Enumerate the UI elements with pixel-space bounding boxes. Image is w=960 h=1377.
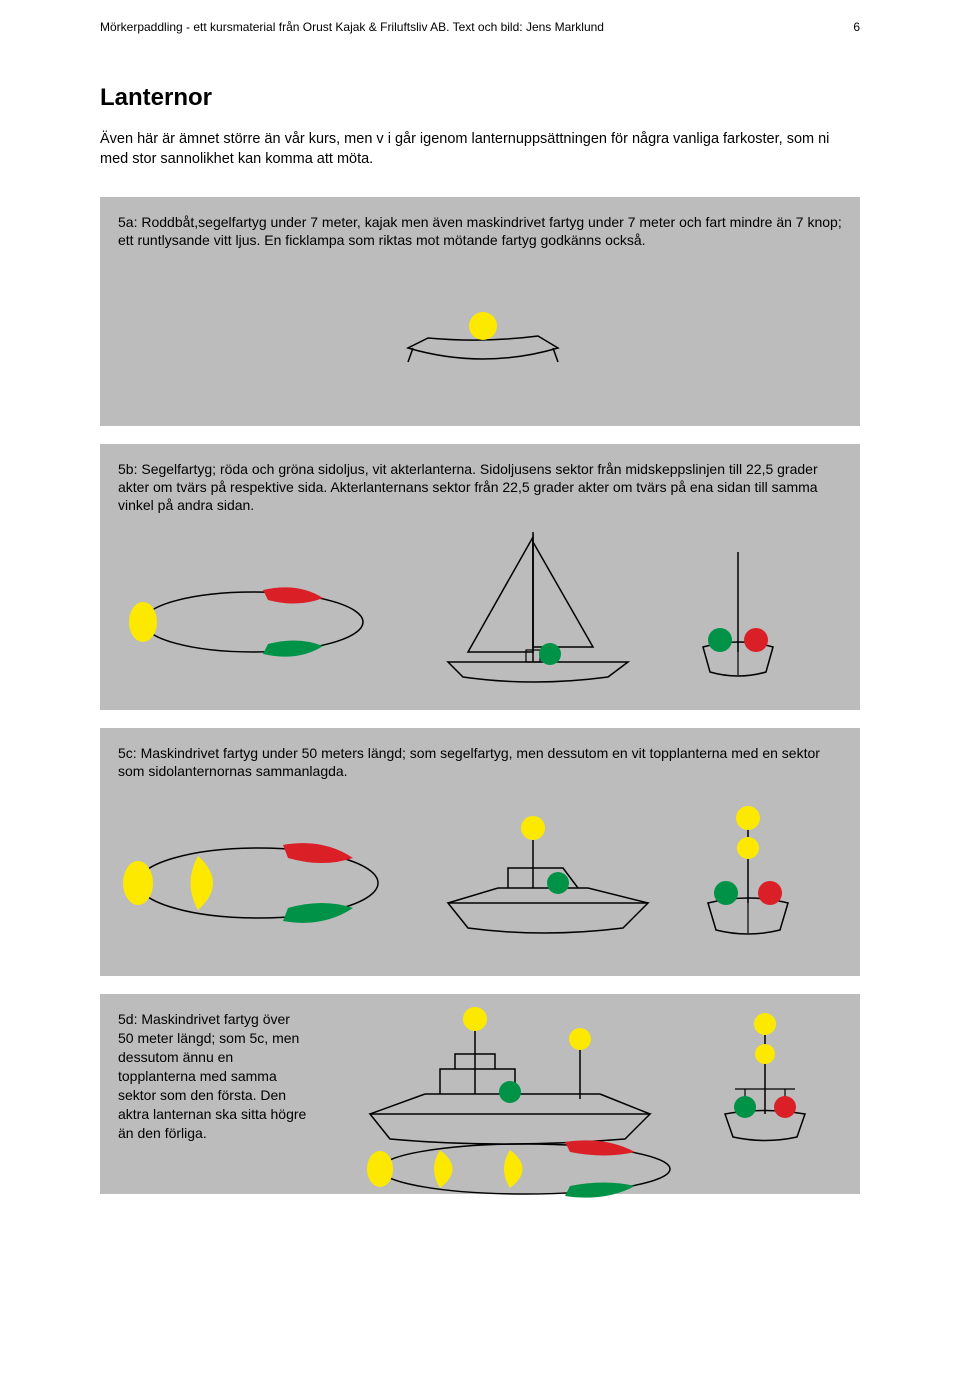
panel-5d: 5d: Maskindrivet fartyg över 50 meter lä… xyxy=(100,994,860,1194)
panel-5b: 5b: Segelfartyg; röda och gröna sidoljus… xyxy=(100,444,860,711)
header: Mörkerpaddling - ett kursmaterial från O… xyxy=(100,20,860,34)
page-number: 6 xyxy=(853,20,860,34)
panel-5a: 5a: Roddbåt,segelfartyg under 7 meter, k… xyxy=(100,197,860,425)
header-text: Mörkerpaddling - ett kursmaterial från O… xyxy=(100,20,604,34)
intro-paragraph: Även här är ämnet större än vår kurs, me… xyxy=(100,130,860,169)
panel-5c: 5c: Maskindrivet fartyg under 50 meters … xyxy=(100,728,860,976)
page-title: Lanternor xyxy=(100,84,860,112)
panel-5d-text: 5d: Maskindrivet fartyg över 50 meter lä… xyxy=(118,1010,308,1142)
panel-5b-diagram xyxy=(118,522,838,692)
panel-5c-diagram xyxy=(118,788,838,958)
panel-5a-text: 5a: Roddbåt,segelfartyg under 7 meter, k… xyxy=(118,213,842,249)
panel-5c-text: 5c: Maskindrivet fartyg under 50 meters … xyxy=(118,744,842,780)
panel-5d-diagram xyxy=(350,1004,850,1204)
panel-5b-text: 5b: Segelfartyg; röda och gröna sidoljus… xyxy=(118,460,842,515)
panel-5a-diagram xyxy=(118,258,838,408)
